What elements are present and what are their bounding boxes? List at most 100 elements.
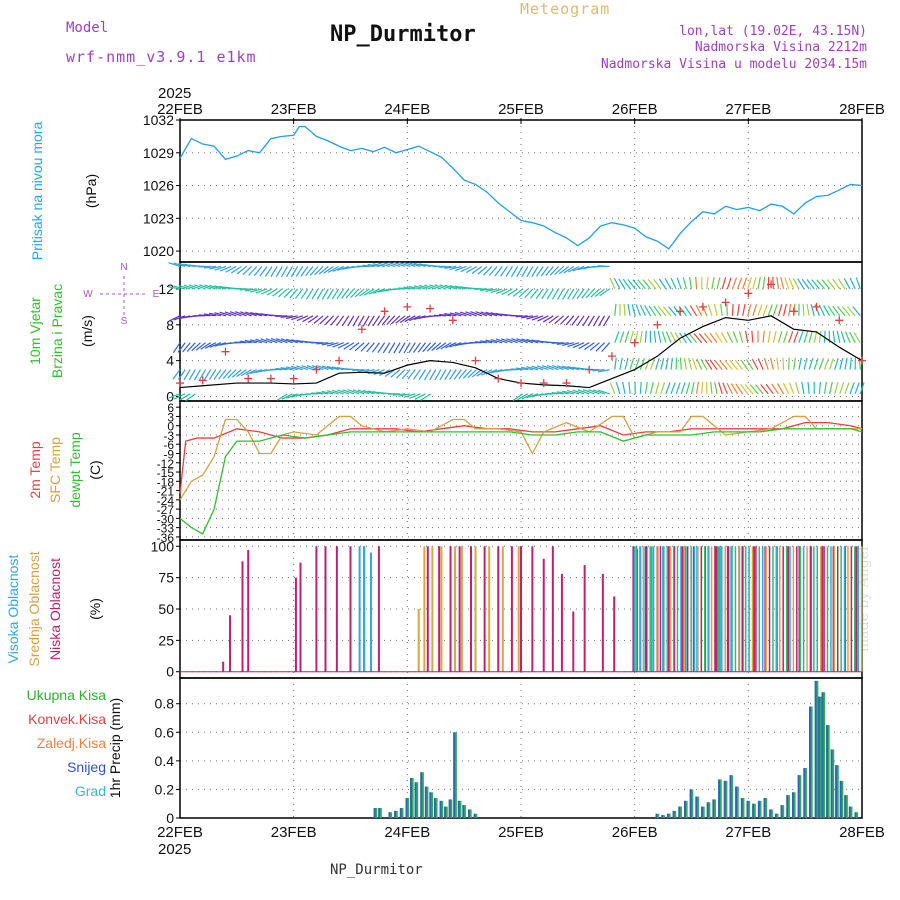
snow-bar (373, 808, 376, 818)
cloud-bar (761, 546, 764, 672)
wind-arrow (713, 303, 718, 316)
cloud-bar (669, 546, 672, 672)
snow-bar (826, 725, 828, 818)
wind-arrow (481, 369, 493, 376)
y-tick-label: 100 (151, 538, 175, 554)
wind-arrow (399, 315, 411, 323)
y-tick-label: -18 (157, 475, 175, 489)
wind-arrow (194, 284, 206, 290)
wind-arrow (506, 338, 518, 344)
wind-arrow (283, 288, 293, 298)
wind-arrow (818, 358, 825, 370)
y-tick-label: 1032 (143, 112, 174, 128)
wind-arrow (386, 315, 396, 326)
wind-arrow (665, 382, 671, 395)
wind-arrow (657, 330, 662, 343)
wind-arrow (637, 279, 646, 290)
snow-bar (792, 792, 794, 818)
wind-arrow (714, 359, 723, 370)
wind-arrow (327, 265, 339, 273)
wind-arrow (803, 331, 809, 343)
wind-arrow (557, 288, 565, 300)
wind-arrow (505, 266, 513, 277)
wind-arrow (265, 338, 278, 344)
wind-arrow (801, 381, 805, 394)
wind-arrow (545, 266, 554, 277)
wind-arrow (199, 369, 207, 381)
wind-arrow (204, 342, 217, 349)
cloud-bar (656, 546, 658, 672)
wind-arrow (414, 393, 426, 400)
cloud-bar (802, 546, 805, 672)
wind-arrow (531, 365, 544, 371)
wind-arrow (357, 315, 365, 327)
x-tick-label-top: 23FEB (271, 101, 317, 118)
wind-arrow (362, 264, 375, 268)
wind-arrow (326, 390, 339, 395)
wind-arrow (188, 369, 196, 381)
y-tick-label: -24 (157, 494, 175, 508)
wind-arrow (495, 338, 508, 344)
wind-gust-marker (562, 379, 571, 388)
wind-arrow (834, 357, 839, 370)
cloud-bar (666, 546, 668, 672)
wind-arrow (244, 288, 257, 292)
wind-arrow (639, 304, 647, 317)
wind-arrow (563, 265, 575, 274)
cloud-bar (724, 546, 726, 672)
y-tick-label: -9 (163, 448, 174, 462)
wind-arrow (449, 312, 462, 317)
wind-arrow (849, 382, 855, 395)
wind-arrow (788, 303, 792, 316)
temp-ylabel-sfc: SFC Temp (47, 437, 63, 503)
wind-arrow (593, 389, 605, 395)
wind-arrow (648, 305, 657, 317)
cloud-bar (431, 546, 434, 672)
wind-arrow (536, 365, 549, 371)
wind-arrow (354, 288, 365, 298)
x-tick-label-top: 24FEB (384, 101, 430, 118)
wind-arrow (693, 333, 703, 344)
wind-arrow (547, 364, 559, 371)
wind-arrow (244, 339, 257, 344)
wind-arrow (515, 367, 528, 371)
y-tick-label: 1026 (143, 178, 174, 194)
x-tick-label-top: 27FEB (725, 101, 771, 118)
snow-bar (706, 802, 709, 818)
wind-arrow (526, 393, 539, 399)
wind-arrow (757, 304, 763, 317)
wind-arrow (490, 288, 503, 294)
wind-arrow (209, 312, 222, 317)
wind-arrow (357, 389, 370, 395)
wind-arrow (627, 303, 631, 316)
cloud-bar (697, 546, 699, 672)
wind-arrow (581, 288, 590, 299)
cloud-bar (744, 546, 747, 672)
wind-arrow (701, 381, 704, 394)
cloud-bar (520, 546, 522, 672)
cloud-bar (734, 546, 737, 672)
wind-arrow (594, 288, 605, 297)
temp-ylabel-2m: 2m Temp (27, 441, 43, 499)
snow-bar (780, 805, 783, 818)
wind-arrow (398, 287, 411, 290)
wind-arrow (413, 342, 421, 353)
wind-gust-marker (494, 374, 503, 383)
cloud-bar (758, 546, 761, 672)
wind-arrow (801, 278, 810, 290)
wind-arrow (688, 276, 693, 290)
wind-arrow (715, 332, 723, 344)
wind-arrow (558, 266, 570, 275)
year-label-bottom: 2025 (158, 841, 191, 858)
cloud-bar (426, 546, 429, 672)
wind-arrow (676, 277, 682, 290)
wind-gust-marker (357, 325, 366, 334)
wind-arrow (674, 332, 682, 344)
wind-arrow (782, 303, 787, 316)
wind-arrow (354, 342, 365, 352)
wind-arrow (655, 382, 660, 394)
wind-arrow (300, 266, 309, 277)
cloud-bar (715, 546, 718, 672)
wind-arrow (347, 389, 360, 395)
